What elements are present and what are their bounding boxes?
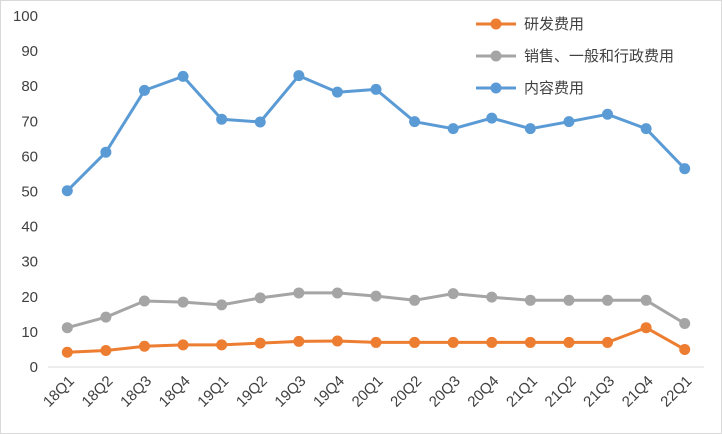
data-point-rd [602,336,614,348]
legend-label-content: 内容费用 [524,79,584,97]
y-tick-label: 60 [21,148,38,165]
data-point-sga [563,294,575,306]
y-tick-label: 70 [21,113,38,130]
x-tick-label: 19Q2 [233,373,271,411]
data-point-content [254,116,266,128]
data-point-content [524,123,536,135]
y-tick-label: 30 [21,254,38,271]
legend-label-rd: 研发费用 [524,15,584,33]
data-point-content [640,123,652,135]
data-point-rd [293,335,305,347]
data-point-rd [331,335,343,347]
y-tick-label: 90 [21,43,38,60]
data-point-sga [138,295,150,307]
data-point-content [331,86,343,98]
x-tick-label: 20Q2 [387,373,425,411]
x-tick-label: 18Q2 [79,373,117,411]
data-point-rd [100,345,112,357]
x-tick-label: 19Q1 [194,373,232,411]
x-tick-label: 20Q1 [349,373,387,411]
data-point-sga [331,287,343,299]
x-tick-label: 18Q3 [117,373,155,411]
data-point-sga [254,292,266,304]
series-layer [61,70,691,358]
data-point-rd [177,339,189,351]
data-point-rd [640,322,652,334]
x-tick-label: 19Q3 [271,373,309,411]
data-point-sga [524,294,536,306]
legend-item-content: 内容费用 [476,79,584,97]
legend-label-sga: 销售、一般和行政费用 [524,47,674,65]
data-point-rd [563,336,575,348]
y-tick-label: 100 [13,8,38,25]
data-point-sga [370,290,382,302]
data-point-sga [61,322,73,334]
data-point-rd [409,336,421,348]
data-point-sga [100,311,112,323]
data-point-sga [602,294,614,306]
legend-marker-sga [490,50,502,62]
data-point-content [177,70,189,82]
y-tick-label: 40 [21,219,38,236]
data-point-sga [409,294,421,306]
series-rd [61,322,691,358]
series-content [61,70,691,197]
data-point-content [138,84,150,96]
y-tick-label: 50 [21,184,38,201]
data-point-content [602,108,614,120]
data-point-rd [254,337,266,349]
y-axis-tick-labels: 0 10 20 30 40 50 60 70 80 90 100 [13,8,38,376]
x-tick-label: 21Q4 [619,373,657,411]
data-point-sga [293,287,305,299]
x-tick-label: 20Q4 [464,373,502,411]
data-point-rd [61,346,73,358]
data-point-content [61,185,73,197]
legend-marker-content [490,82,502,94]
data-point-rd [679,343,691,355]
data-point-sga [216,299,228,311]
x-tick-label: 21Q1 [503,373,541,411]
data-point-content [293,70,305,82]
x-tick-label: 18Q4 [156,373,194,411]
legend: 研发费用 销售、一般和行政费用 内容费用 [476,15,674,97]
x-tick-label: 22Q1 [657,373,695,411]
data-point-sga [447,288,459,300]
data-point-rd [486,336,498,348]
data-point-rd [216,339,228,351]
y-tick-label: 20 [21,289,38,306]
data-point-rd [138,340,150,352]
legend-item-sga: 销售、一般和行政费用 [476,47,674,65]
x-tick-label: 19Q4 [310,373,348,411]
y-tick-label: 10 [21,324,38,341]
data-point-content [216,113,228,125]
data-point-content [447,123,459,135]
data-point-content [679,163,691,175]
x-axis-tick-labels: 18Q1 18Q2 18Q3 18Q4 19Q1 19Q2 19Q3 19Q4 20Q1 20Q2… [40,373,695,411]
series-sga [61,287,691,334]
legend-item-rd: 研发费用 [476,15,584,33]
data-point-content [409,116,421,128]
x-tick-label: 18Q1 [40,373,78,411]
data-point-content [370,83,382,95]
data-point-sga [640,294,652,306]
y-tick-label: 0 [30,359,38,376]
data-point-content [486,112,498,124]
y-tick-label: 80 [21,78,38,95]
data-point-sga [486,291,498,303]
x-tick-label: 21Q3 [580,373,618,411]
x-tick-label: 20Q3 [426,373,464,411]
data-point-rd [524,336,536,348]
data-point-content [100,146,112,158]
data-point-sga [679,317,691,329]
data-point-rd [370,336,382,348]
legend-marker-rd [490,18,502,30]
data-point-rd [447,336,459,348]
data-point-content [563,116,575,128]
data-point-sga [177,296,189,308]
x-tick-label: 21Q2 [542,373,580,411]
